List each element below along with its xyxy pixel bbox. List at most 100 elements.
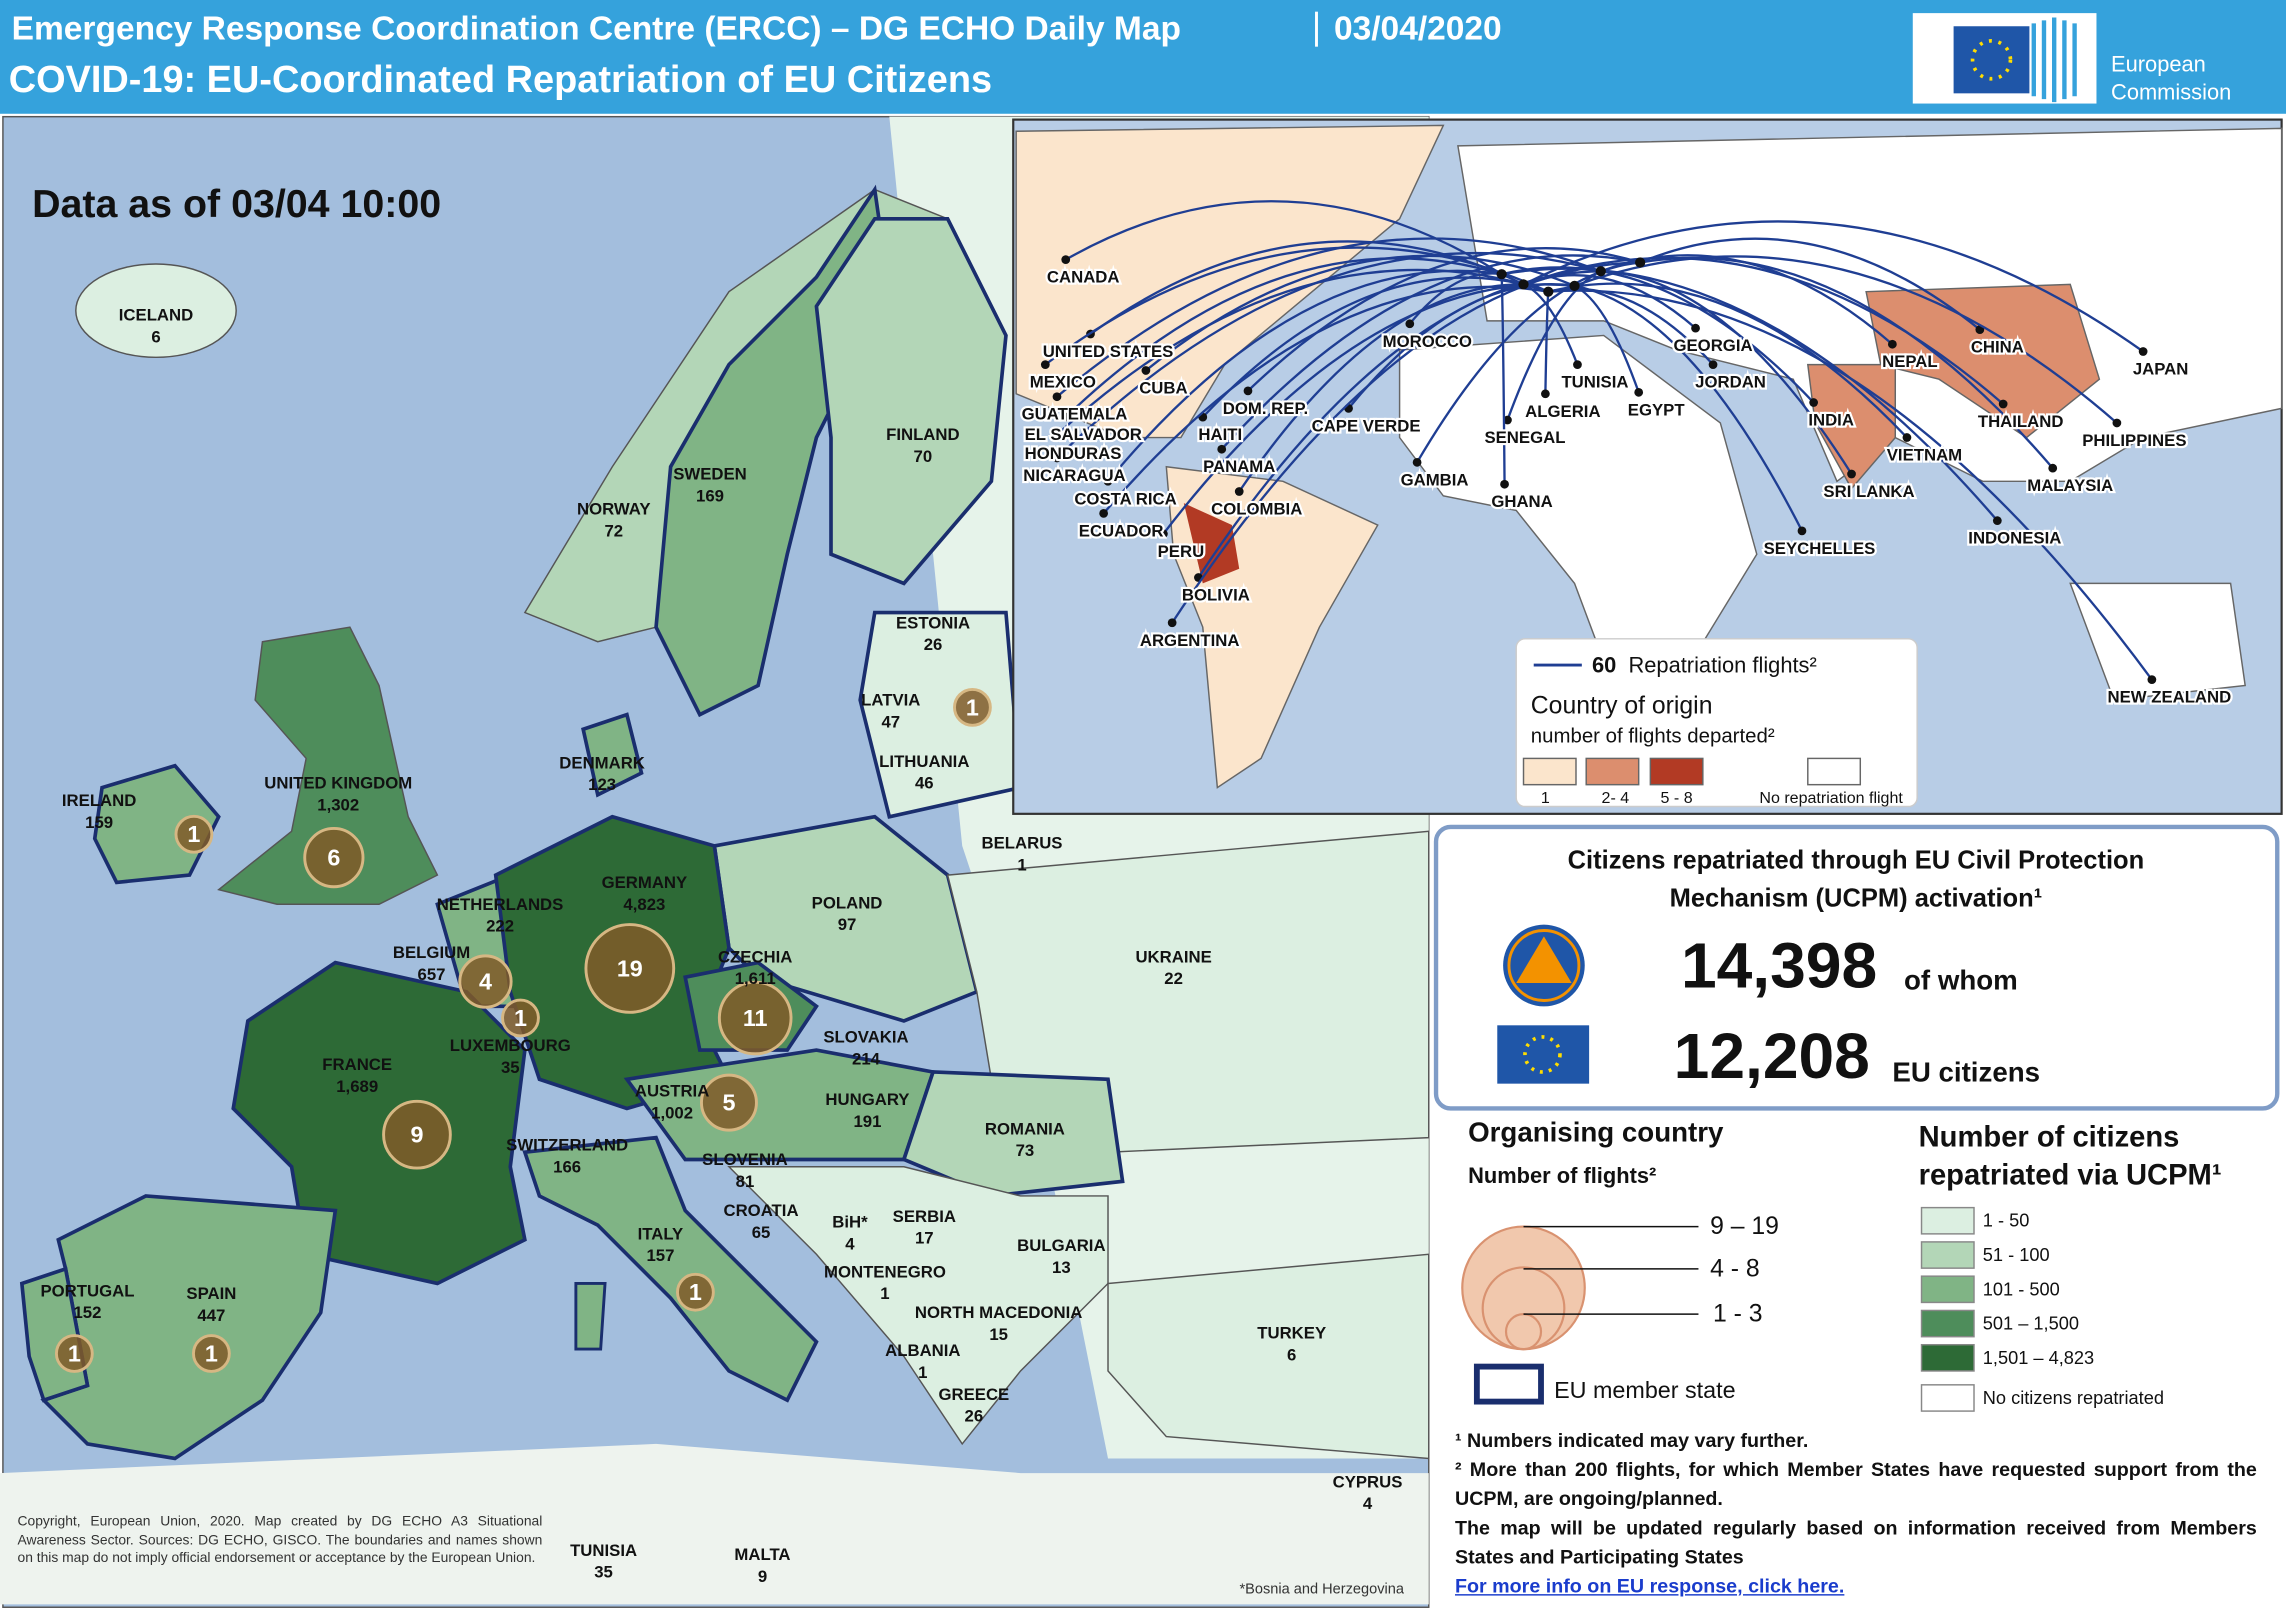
citizen-count: 22 <box>1164 969 1183 988</box>
citizen-count: 65 <box>752 1223 771 1242</box>
origin-dot <box>1847 469 1856 479</box>
logo-stripes <box>2031 17 2077 103</box>
flight-route <box>1501 267 1999 522</box>
hub-dot <box>1635 257 1646 268</box>
flight-route <box>1064 257 1502 418</box>
country-shape <box>814 216 1008 586</box>
legend-swatch <box>1920 1275 1975 1304</box>
country-label: MEXICO <box>1030 373 1096 392</box>
citizen-count: 166 <box>553 1157 581 1176</box>
origin-dot <box>1500 479 1509 489</box>
origin-dot <box>1159 529 1168 539</box>
country-label: EL SALVADOR <box>1025 425 1142 444</box>
flight-circle <box>676 1272 715 1312</box>
legend-subtitle: Number of flights² <box>1468 1163 1656 1188</box>
country-label: IRELAND <box>62 791 136 810</box>
flight-route <box>1500 274 1506 485</box>
flight-route <box>1639 256 2054 469</box>
country-shape <box>522 1135 819 1403</box>
logo-stars <box>1970 39 2013 81</box>
country-label: AUSTRIA <box>635 1081 709 1100</box>
flight-count: 4 <box>479 969 492 995</box>
country-label: NORTH MACEDONIA <box>915 1303 1082 1322</box>
country-label: ARGENTINA <box>1140 631 1240 650</box>
country-label: VIETNAM <box>1887 446 1962 465</box>
country-label: PERU <box>1158 542 1205 561</box>
country-label: UNITED KINGDOM <box>264 774 412 793</box>
country-label: SLOVAKIA <box>823 1027 908 1046</box>
land <box>2069 582 2247 701</box>
flight-route <box>1548 287 1714 366</box>
citizen-count: 6 <box>1287 1345 1296 1364</box>
citizen-count: 169 <box>696 486 724 505</box>
legend-swatch <box>1920 1384 1975 1412</box>
flight-route <box>1201 276 1524 418</box>
origin-dot <box>1887 339 1897 349</box>
legend-item: 501 – 1,500 <box>1983 1314 2079 1334</box>
info-link[interactable]: For more info on EU response, click here… <box>1454 1575 1845 1598</box>
country-label: HUNGARY <box>825 1090 909 1109</box>
ec-logo: European Commission <box>1912 13 2231 104</box>
country-label: GREECE <box>939 1385 1010 1404</box>
citizen-count: 157 <box>646 1246 674 1265</box>
citizen-count: 72 <box>604 521 623 540</box>
country-label: NICARAGUA <box>1023 466 1125 485</box>
flight-route <box>1523 256 2004 405</box>
flight-route <box>1639 237 1981 331</box>
country-label: BULGARIA <box>1017 1236 1105 1255</box>
logo-text: Commission <box>2111 79 2231 104</box>
copyright-box: Copyright, European Union, 2020. Map cre… <box>17 1514 542 1567</box>
citizen-count: 1,302 <box>317 796 359 815</box>
flight-count: 1 <box>689 1279 702 1305</box>
country-label: BiH* <box>832 1213 868 1232</box>
origin-dot <box>1061 412 1071 422</box>
country-label: SRI LANKA <box>1823 482 1914 501</box>
country-label: INDIA <box>1808 411 1854 430</box>
country-label: JAPAN <box>2133 359 2189 378</box>
legend-flight-count: 60 <box>1592 653 1616 678</box>
country-label: GEORGIA <box>1673 336 1752 355</box>
header-date: 03/04/2020 <box>1334 11 1502 48</box>
flight-count: 9 <box>410 1122 423 1148</box>
citizen-count: 1,002 <box>651 1103 693 1122</box>
citizen-count: 35 <box>501 1058 520 1077</box>
country-shape <box>92 763 221 885</box>
country-label: MONTENEGRO <box>824 1262 946 1281</box>
citizen-count: 15 <box>989 1325 1008 1344</box>
stats-total-suffix: of whom <box>1904 965 2018 996</box>
citizen-count: 1 <box>1017 855 1026 874</box>
legend-swatch <box>1920 1309 1975 1338</box>
legend-swatch <box>1649 757 1704 786</box>
flight-count: 1 <box>966 694 979 720</box>
flight-count: 5 <box>722 1090 735 1116</box>
citizen-count: 447 <box>197 1306 225 1325</box>
country-label: CYPRUS <box>1333 1472 1403 1491</box>
flight-circle <box>303 826 365 889</box>
legend-size: 1 - 3 <box>1713 1301 1763 1328</box>
origin-dot <box>1234 487 1244 496</box>
citizen-count: 17 <box>915 1229 934 1248</box>
ucpm-icon <box>1507 929 1581 1002</box>
country-label: GAMBIA <box>1401 470 1469 489</box>
hub-dot <box>1569 280 1580 291</box>
country-label: SPAIN <box>186 1284 236 1303</box>
country-label: BELGIUM <box>393 943 470 962</box>
origin-dot <box>1052 453 1062 463</box>
country-label: JORDAN <box>1695 373 1766 392</box>
legend-swatch <box>1920 1343 1975 1372</box>
header-subtitle: COVID-19: EU-Coordinated Repatriation of… <box>9 59 992 101</box>
flight-circle <box>584 923 676 1014</box>
legend-item: No repatriation flight <box>1759 789 1903 807</box>
flight-circle <box>382 1099 452 1170</box>
origin-dot <box>1902 433 1912 442</box>
country-label: CAPE VERDE <box>1312 416 1421 435</box>
origin-dot <box>1541 389 1550 399</box>
country-shape <box>858 610 1023 819</box>
origin-dot <box>1503 415 1512 425</box>
stats-title: Mechanism (UCPM) activation¹ <box>1670 884 2043 912</box>
notes-box: ¹ Numbers indicated may vary further. ² … <box>1454 1429 2257 1598</box>
hub-dot <box>1595 266 1606 277</box>
origin-dot <box>1691 323 1700 333</box>
origin-dot <box>2138 347 2148 356</box>
